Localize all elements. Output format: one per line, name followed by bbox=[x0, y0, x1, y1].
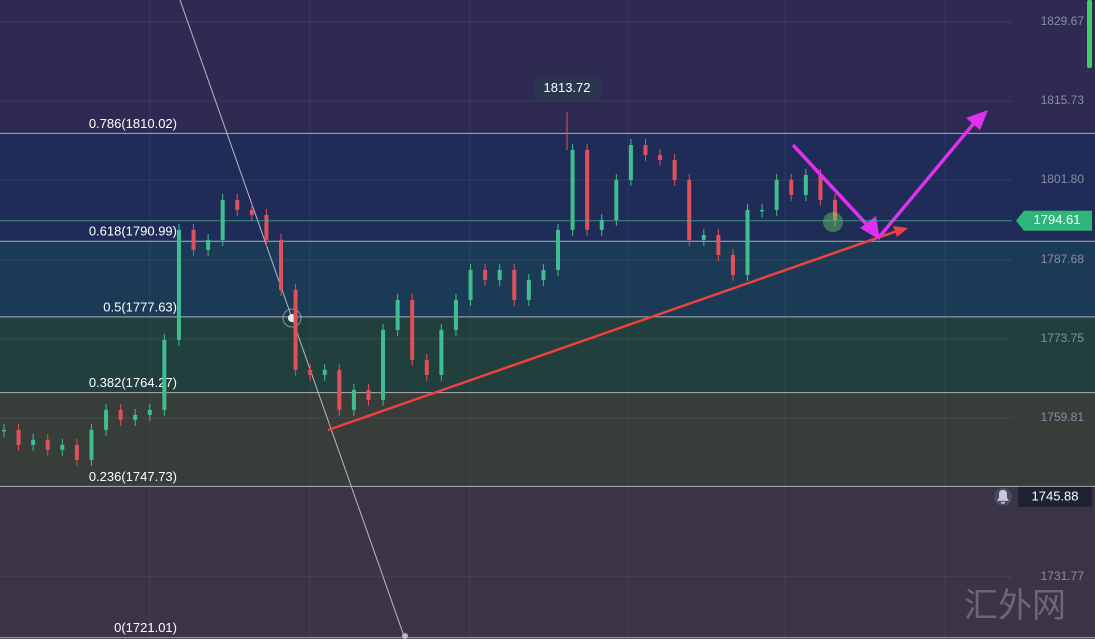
alert-price-label: 1745.88 bbox=[1032, 488, 1079, 503]
candle-body bbox=[16, 429, 21, 445]
fib-label: 0.382(1764.27) bbox=[89, 375, 177, 390]
y-tick-label: 1773.75 bbox=[1041, 331, 1085, 345]
candle-body bbox=[191, 229, 196, 250]
candle-body bbox=[293, 289, 298, 370]
candle-body bbox=[147, 409, 152, 415]
trend-line bbox=[327, 228, 901, 432]
last-price-label: 1794.61 bbox=[1034, 212, 1081, 227]
candle-body bbox=[760, 209, 765, 212]
candle-body bbox=[351, 389, 356, 410]
up-arrowhead bbox=[966, 110, 988, 130]
y-tick-label: 1731.77 bbox=[1041, 569, 1085, 583]
fib-label: 0.786(1810.02) bbox=[89, 116, 177, 131]
up-arrow bbox=[878, 120, 977, 238]
candle-body bbox=[395, 299, 400, 330]
candle-body bbox=[774, 179, 779, 210]
candle-body bbox=[803, 174, 808, 195]
y-tick-label: 1829.67 bbox=[1041, 14, 1085, 28]
fib-band bbox=[0, 392, 1095, 487]
candle-body bbox=[658, 154, 663, 160]
candle-body bbox=[322, 369, 327, 375]
candle-body bbox=[308, 369, 313, 375]
candle-body bbox=[818, 174, 823, 200]
fib-band bbox=[0, 133, 1095, 242]
candle-body bbox=[701, 234, 706, 240]
candle-body bbox=[483, 269, 488, 280]
last-price-tag bbox=[1016, 210, 1092, 231]
fib-band bbox=[0, 241, 1095, 317]
candle-body bbox=[31, 439, 36, 445]
candle-body bbox=[424, 359, 429, 375]
trend-arrowhead bbox=[893, 226, 908, 237]
candle-body bbox=[206, 239, 211, 250]
fib-band bbox=[0, 486, 1095, 638]
fib-band bbox=[0, 316, 1095, 393]
candle-body bbox=[497, 269, 502, 280]
candle-body bbox=[220, 199, 225, 240]
candle-body bbox=[687, 179, 692, 240]
candle-body bbox=[526, 279, 531, 300]
down-arrowhead bbox=[860, 216, 880, 240]
price-glow bbox=[823, 212, 843, 232]
candle-body bbox=[381, 329, 386, 400]
candle-body bbox=[74, 444, 79, 460]
candle-body bbox=[643, 144, 648, 155]
candle-body bbox=[118, 409, 123, 420]
y-tick-label: 1759.81 bbox=[1041, 410, 1085, 424]
candle-body bbox=[249, 209, 254, 215]
peak-box bbox=[533, 77, 601, 100]
candle-body bbox=[789, 179, 794, 195]
candle-body bbox=[235, 199, 240, 210]
scroll-indicator bbox=[1087, 0, 1092, 68]
candle-body bbox=[585, 149, 590, 230]
candle-body bbox=[104, 409, 109, 430]
candle-body bbox=[439, 329, 444, 375]
candle-body bbox=[264, 214, 269, 240]
candle-body bbox=[133, 414, 138, 420]
candle-body bbox=[599, 219, 604, 230]
candle-body bbox=[279, 239, 283, 290]
fib-band bbox=[0, 637, 1095, 639]
watermark: 汇外网 bbox=[964, 586, 1066, 626]
band-top bbox=[0, 0, 1095, 134]
candle-body bbox=[614, 179, 619, 220]
candle-body bbox=[716, 234, 721, 255]
candle-body bbox=[162, 339, 167, 410]
candle-body bbox=[89, 429, 94, 460]
anchor-ring bbox=[282, 308, 302, 328]
y-tick-label: 1801.80 bbox=[1041, 172, 1085, 186]
fib-label: 0.5(1777.63) bbox=[103, 299, 177, 314]
fib-label: 0.618(1790.99) bbox=[89, 224, 177, 239]
fib-label: 0(1721.01) bbox=[114, 620, 177, 635]
anchor-dot bbox=[402, 633, 408, 639]
candle-body bbox=[410, 299, 415, 360]
candle-body bbox=[176, 229, 181, 340]
candle-body bbox=[60, 444, 65, 450]
candle-body bbox=[45, 439, 50, 450]
candle-body bbox=[468, 269, 473, 300]
candle-body bbox=[2, 429, 6, 432]
candle-body bbox=[672, 159, 677, 180]
peak-label: 1813.72 bbox=[544, 80, 591, 95]
candle-body bbox=[366, 389, 371, 400]
y-tick-label: 1787.68 bbox=[1041, 252, 1085, 266]
candle-body bbox=[628, 144, 633, 180]
y-tick-label: 1815.73 bbox=[1041, 93, 1085, 107]
candle-body bbox=[453, 299, 458, 330]
candle-body bbox=[745, 209, 750, 275]
down-arrow bbox=[791, 143, 872, 230]
candle-body bbox=[833, 199, 837, 220]
candle-body bbox=[730, 254, 735, 275]
alert-box bbox=[1018, 486, 1092, 507]
candle-body bbox=[512, 269, 517, 300]
candle-body bbox=[337, 369, 342, 410]
candle-body bbox=[541, 269, 546, 280]
candle-body bbox=[570, 149, 575, 230]
alert-bell bbox=[997, 489, 1009, 504]
candle-body bbox=[556, 229, 560, 270]
fib-label: 0.236(1747.73) bbox=[89, 469, 177, 484]
